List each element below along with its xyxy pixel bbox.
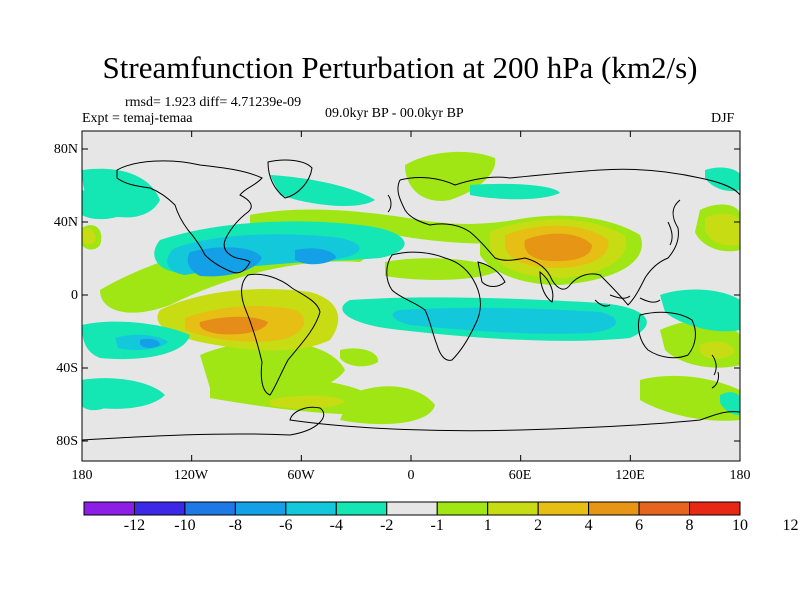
colorbar [83,501,741,516]
colorbar-swatch [537,501,590,516]
colorbar-label: 4 [584,517,593,534]
colorbar-swatch [234,501,287,516]
lon-tick-label: 0 [407,468,415,483]
colorbar-swatch [638,501,691,516]
lat-tick-label: 80S [56,434,78,449]
colorbar-swatch [588,501,640,516]
axis-ticks [81,131,741,461]
lon-tick-label: 180 [71,468,93,483]
colorbar-swatch [285,501,337,516]
colorbar-swatch [386,501,438,516]
colorbar-swatch [487,501,539,516]
colorbar-swatch [83,501,135,516]
lon-tick-label: 120W [173,468,209,483]
lon-tick-label: 60E [508,468,532,483]
rmsd-stats: rmsd= 1.923 diff= 4.71239e-09 [125,95,302,110]
lon-tick-label: 120E [615,468,645,483]
coastlines [82,159,740,441]
colorbar-label: -1 [430,517,444,534]
colorbar-swatch [184,501,236,516]
lat-tick-label: 40S [56,361,78,376]
lon-tick-label: 60W [287,468,315,483]
colorbar-label: -10 [174,517,196,534]
lat-tick-label: 80N [53,142,78,157]
colorbar-swatch [133,501,186,516]
lat-tick-label: 40N [53,215,78,230]
plot-title: Streamfunction Perturbation at 200 hPa (… [102,50,698,85]
colorbar-label: -4 [329,517,343,534]
colorbar-label: -2 [380,517,394,534]
colorbar-label: 12 [782,517,799,534]
colorbar-label: -8 [228,517,243,534]
colorbar-swatch [689,501,741,516]
map-field [82,131,740,461]
lat-tick-label: 0 [71,288,78,303]
period-label: 09.0kyr BP - 00.0kyr BP [325,106,464,121]
colorbar-label: 1 [483,517,492,534]
colorbar-label: 6 [635,517,644,534]
colorbar-label: 2 [534,517,543,534]
colorbar-swatch [335,501,388,516]
colorbar-label: -12 [123,517,146,534]
colorbar-label: -6 [279,517,293,534]
season-label: DJF [711,111,735,126]
colorbar-swatch [436,501,489,516]
colorbar-label: 8 [685,517,694,534]
colorbar-label: 10 [732,517,748,534]
lon-tick-label: 180 [729,468,751,483]
experiment-label: Expt = temaj-temaa [82,111,193,126]
